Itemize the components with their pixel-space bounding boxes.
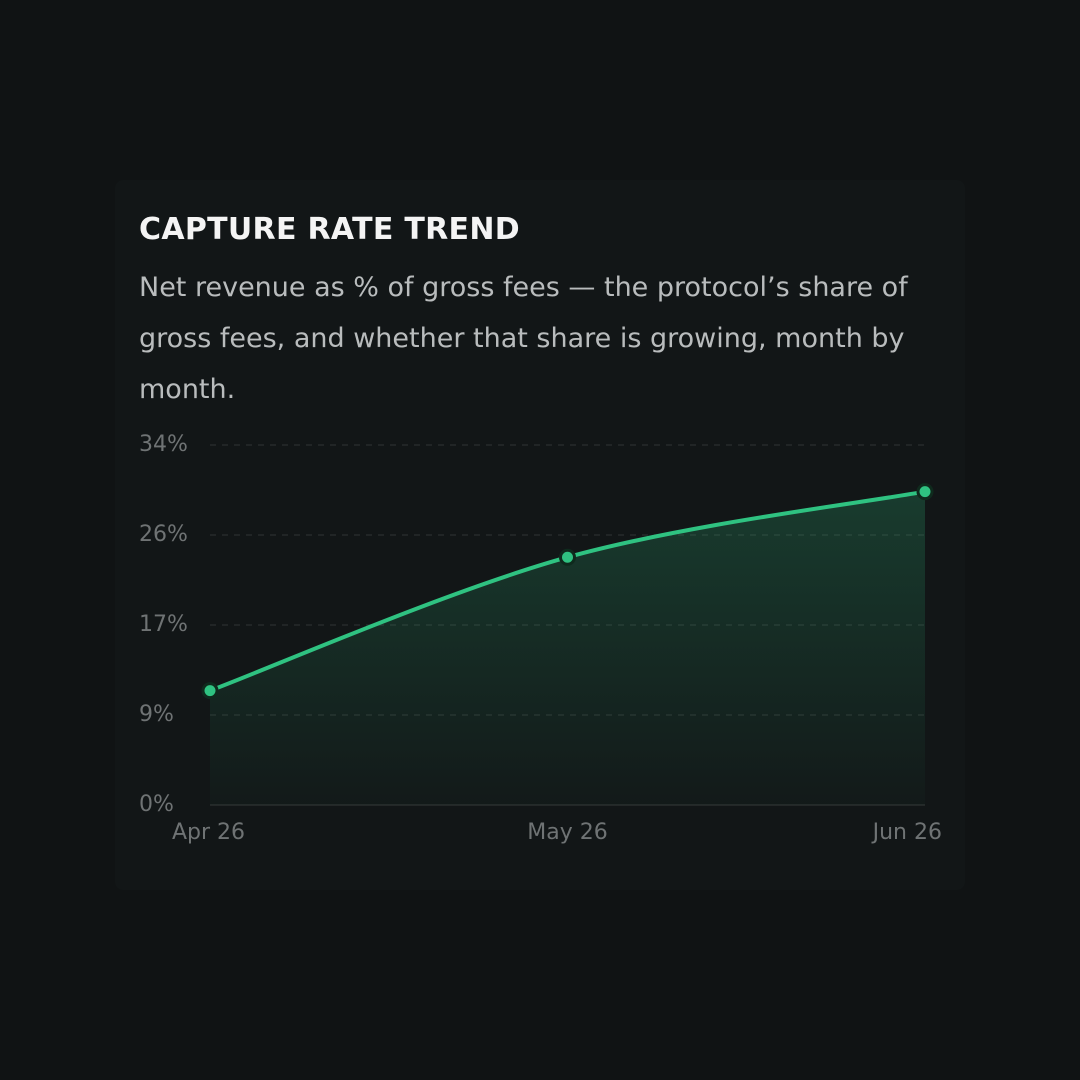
x-tick-label: Apr 26 — [172, 820, 245, 845]
y-tick-label: 9% — [139, 702, 174, 727]
chart-subtitle: Net revenue as % of gross fees — the pro… — [139, 272, 908, 405]
x-tick-label: May 26 — [527, 820, 607, 845]
point — [916, 483, 934, 501]
x-tick-label: Jun 26 — [871, 820, 942, 845]
point — [559, 548, 576, 566]
chart-title: CAPTURE RATE TREND — [139, 212, 520, 247]
area — [210, 491, 925, 805]
y-tick-label: 34% — [139, 432, 188, 457]
y-tick-label: 17% — [139, 612, 188, 637]
point — [201, 682, 219, 700]
y-tick-label: 26% — [139, 522, 188, 547]
y-tick-label: 0% — [139, 792, 174, 817]
